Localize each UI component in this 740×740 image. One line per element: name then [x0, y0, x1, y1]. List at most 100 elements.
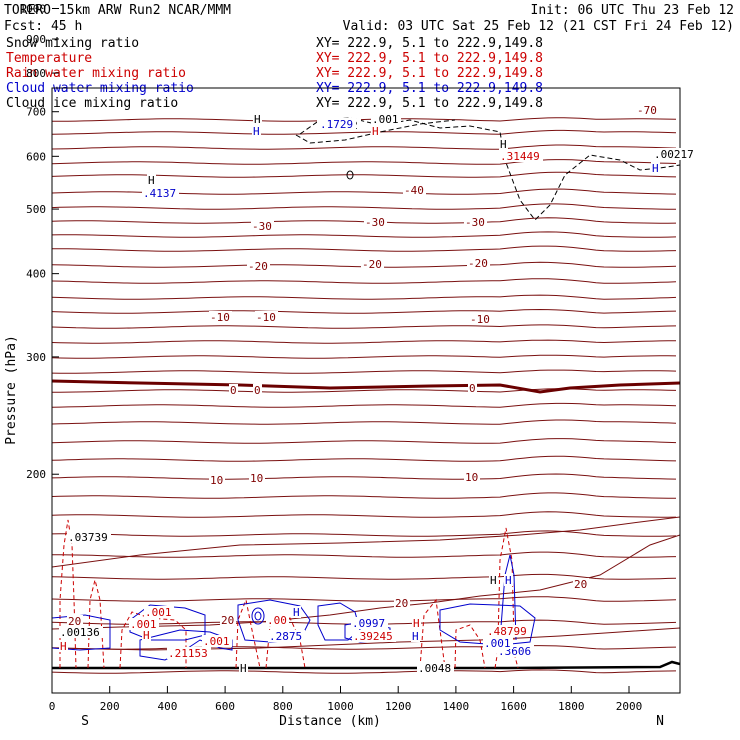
isotherm-line [52, 492, 676, 499]
rain-water-contour [87, 579, 105, 669]
contour-label: H [372, 125, 379, 138]
y-tick-label: 900 [26, 33, 46, 46]
init-time: Init: 06 UTC Thu 23 Feb 12 [531, 3, 735, 18]
label-background [489, 574, 498, 586]
isotherm-line [52, 369, 677, 374]
legend-label: Cloud ice mixing ratio [6, 96, 178, 111]
contour-label: .31449 [500, 150, 540, 163]
label-background [417, 662, 454, 674]
label-background [268, 630, 305, 642]
legend-label: Snow mixing ratio [6, 36, 139, 51]
contour-label: .0819 [0, 0, 33, 3]
label-background [67, 615, 83, 627]
isotherm-line [52, 388, 677, 393]
contour-label: 10 [465, 471, 478, 484]
label-background [202, 635, 232, 647]
cloud-water-contour [439, 603, 536, 646]
contour-label: H [490, 574, 497, 587]
isotherm-line [52, 308, 677, 314]
y-tick-label: 800 [26, 67, 46, 80]
label-background [147, 174, 156, 186]
label-background [411, 630, 420, 642]
label-background [209, 474, 225, 486]
label-background [67, 531, 111, 543]
isotherm-line [52, 294, 677, 300]
label-background [59, 640, 68, 652]
contour-label: -30 [365, 216, 385, 229]
isotherm-line [52, 438, 677, 444]
legend-coords: XY= 222.9, 5.1 to 222.9,149.8 [316, 96, 543, 111]
label-background [253, 113, 262, 125]
label-background [251, 220, 274, 232]
contour-label: .00 [267, 614, 287, 627]
isotherm-line [52, 129, 677, 135]
contour-label: -20 [468, 257, 488, 270]
isotherm-line [52, 278, 677, 284]
label-background [403, 184, 426, 196]
contour-label: H [143, 629, 150, 642]
x-tick-label: 0 [49, 700, 56, 713]
x-tick-label: 1800 [558, 700, 585, 713]
isotherm-line [52, 339, 676, 344]
label-background [364, 216, 387, 228]
x-tick-label: 2000 [616, 700, 643, 713]
label-background [499, 150, 543, 162]
label-background [352, 630, 396, 642]
plot-area: 0 200 400 600 800 1000 1200 1400 1600 1800 2000 20… [0, 0, 694, 729]
contour-label: 0 [230, 384, 237, 397]
snow-contour [346, 170, 354, 180]
label-background [483, 637, 513, 649]
x-axis-label: Distance (km) [279, 714, 381, 729]
label-background [573, 578, 589, 590]
forecast-hour: Fcst: 45 h [4, 19, 82, 34]
label-background [464, 216, 487, 228]
contour-label: -20 [248, 260, 268, 273]
isotherm-line [52, 530, 677, 537]
contour-label: H [60, 640, 67, 653]
field-legend: Snow mixing ratio XY= 222.9, 5.1 to 222.9… [6, 36, 543, 111]
contour-label: .00217 [654, 148, 694, 161]
contour-label: 20 [574, 578, 587, 591]
x-tick-label: 600 [215, 700, 235, 713]
label-background [229, 384, 238, 396]
label-background [486, 625, 530, 637]
x-tick-label: 1200 [385, 700, 412, 713]
contour-layer [52, 117, 680, 674]
contour-label: -70 [637, 104, 657, 117]
label-background [469, 313, 492, 325]
label-background [412, 617, 421, 629]
contour-label: 20 [221, 614, 234, 627]
y-axis: 200 300 400 500 600 700 800 900 1000 [20, 3, 59, 481]
label-background [247, 260, 270, 272]
y-tick-label: 200 [26, 468, 46, 481]
isotherm-line [52, 231, 677, 238]
label-background [239, 662, 248, 674]
contour-label: H [254, 113, 261, 126]
contour-label: .001 [130, 618, 157, 631]
y-tick-label: 400 [26, 268, 46, 281]
contour-label: .001 [203, 635, 230, 648]
isotherm-line [52, 354, 677, 359]
legend-coords: XY= 222.9, 5.1 to 222.9,149.8 [316, 36, 543, 51]
contour-label: 10 [250, 472, 263, 485]
contour-label: H [505, 574, 512, 587]
contour-label: H [253, 125, 260, 138]
contour-label: H [412, 630, 419, 643]
isotherm-line [52, 159, 677, 165]
legend-label: Temperature [6, 51, 92, 66]
contour-label: .39245 [353, 630, 393, 643]
contour-labels: -70 -40 -30 -30 -30 -20 -20 -20 -10 -10 -10 0 0 0 10 10… [0, 0, 694, 675]
y-tick-label: 300 [26, 351, 46, 364]
isotherm-line [52, 516, 680, 568]
label-background [361, 258, 384, 270]
label-background [499, 138, 508, 150]
cloud-water-contour [251, 607, 265, 625]
label-background [0, 0, 36, 2]
contour-label: .2875 [269, 630, 302, 643]
y-tick-label: 600 [26, 150, 46, 163]
contour-label: .21153 [168, 647, 208, 660]
contour-label: -10 [256, 311, 276, 324]
contour-label: H [148, 174, 155, 187]
contour-label: H [240, 662, 247, 675]
isotherm-line [52, 203, 676, 210]
